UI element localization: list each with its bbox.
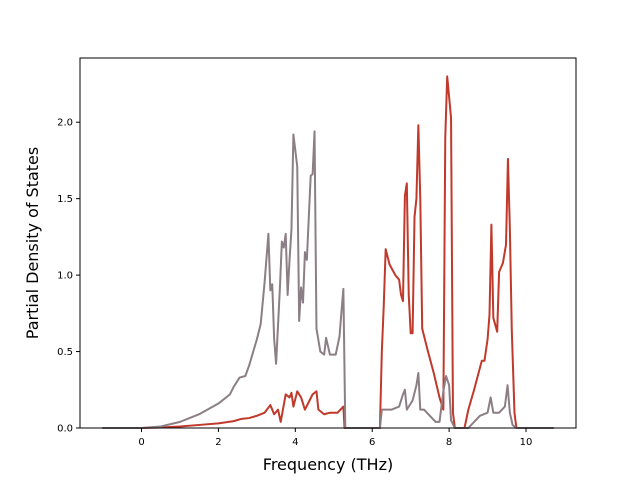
- y-tick-label: 1.0: [57, 271, 73, 282]
- y-tick-label: 1.5: [57, 194, 73, 205]
- plot-frame: [79, 57, 577, 429]
- x-tick-label: 0: [138, 437, 144, 448]
- x-tick-label: 2: [215, 437, 221, 448]
- series-line-1: [102, 75, 554, 429]
- x-tick-label: 4: [292, 437, 298, 448]
- x-axis-label: Frequency (THz): [263, 455, 393, 474]
- plot-lines: [102, 75, 554, 429]
- x-axis-ticks: 0 2 4 6 8 10: [138, 428, 532, 448]
- x-tick-label: 10: [520, 437, 533, 448]
- y-axis-label: Partial Density of States: [23, 147, 42, 339]
- series-line-2: [102, 130, 554, 429]
- y-tick-label: 2.0: [57, 118, 73, 129]
- x-tick-label: 8: [446, 437, 452, 448]
- y-tick-label: 0.0: [57, 424, 73, 435]
- y-axis-ticks: 0.0 0.5 1.0 1.5 2.0: [57, 118, 80, 435]
- y-tick-label: 0.5: [57, 347, 73, 358]
- x-tick-label: 6: [369, 437, 375, 448]
